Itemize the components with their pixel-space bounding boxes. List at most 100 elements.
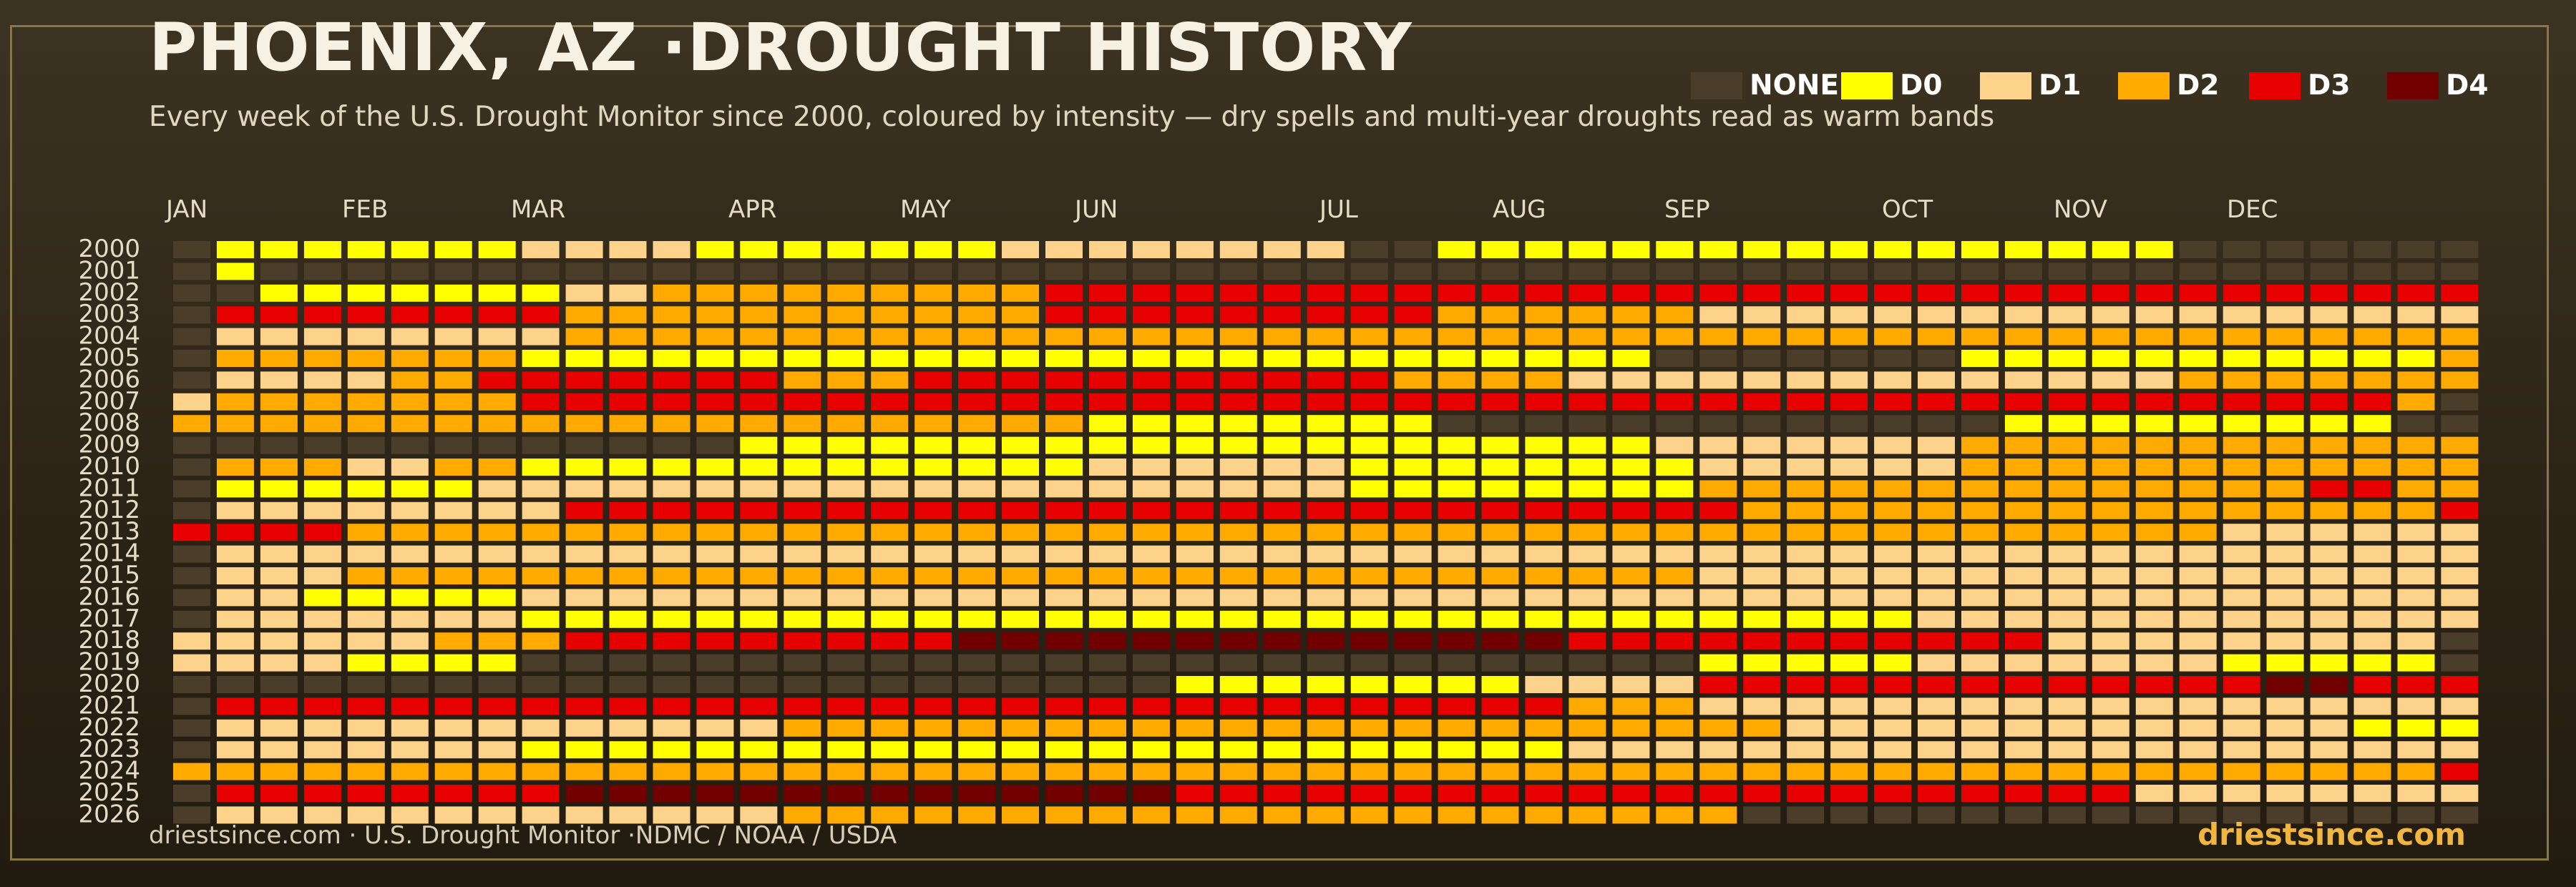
week-cell [1481, 632, 1519, 650]
week-cell [1089, 785, 1126, 802]
week-cell [1438, 763, 1475, 780]
week-cell [565, 263, 603, 280]
week-cell [1263, 328, 1301, 346]
week-cell [1394, 763, 1432, 780]
week-cell [2353, 371, 2391, 389]
week-cell [478, 436, 516, 454]
week-cell [1743, 328, 1781, 346]
week-cell [1830, 436, 1868, 454]
week-cell [1002, 545, 1039, 563]
week-cell [1263, 524, 1301, 541]
week-cell [1002, 806, 1039, 824]
week-cell [1002, 415, 1039, 433]
week-cell [434, 480, 472, 498]
week-cell [1045, 654, 1083, 672]
week-cell [1350, 459, 1388, 476]
week-cell [1002, 241, 1039, 258]
week-cell [2266, 567, 2304, 584]
week-cell [173, 393, 210, 411]
week-cell [784, 654, 821, 672]
week-cell [1350, 350, 1388, 367]
week-cell [2353, 415, 2391, 433]
week-cell [1089, 654, 1126, 672]
week-cell [303, 501, 341, 519]
week-cell [2223, 415, 2260, 433]
week-cell [2179, 328, 2217, 346]
week-cell [1525, 371, 1563, 389]
week-cell [1568, 676, 1606, 693]
week-cell [1656, 284, 1694, 302]
week-cell [1525, 263, 1563, 280]
week-cell [1874, 806, 1912, 824]
week-cell [2048, 436, 2086, 454]
week-cell [1743, 459, 1781, 476]
week-cell [2397, 371, 2435, 389]
week-cell [565, 241, 603, 258]
week-cell [478, 697, 516, 715]
chart-frame [10, 25, 2549, 861]
year-label-2016: 2016 [78, 582, 140, 611]
week-cell [1219, 785, 1257, 802]
week-cell [478, 393, 516, 411]
week-cell [1045, 763, 1083, 780]
week-cell [2310, 676, 2348, 693]
week-cell [2223, 524, 2260, 541]
week-cell [2397, 328, 2435, 346]
week-cell [434, 719, 472, 737]
week-cell [1481, 480, 1519, 498]
week-cell [1350, 589, 1388, 607]
week-cell [1045, 719, 1083, 737]
week-cell [1481, 501, 1519, 519]
week-cell [871, 501, 909, 519]
week-cell [1176, 524, 1214, 541]
week-cell [303, 480, 341, 498]
week-cell [914, 676, 952, 693]
week-cell [609, 589, 647, 607]
week-cell [1568, 263, 1606, 280]
year-label-2008: 2008 [78, 408, 140, 437]
week-cell [260, 415, 298, 433]
week-cell [478, 719, 516, 737]
week-cell [391, 371, 429, 389]
legend-swatch-d4 [2387, 72, 2439, 99]
week-cell [391, 524, 429, 541]
week-cell [260, 459, 298, 476]
week-cell [871, 306, 909, 324]
week-cell [1830, 763, 1868, 780]
week-cell [1176, 545, 1214, 563]
week-cell [1656, 524, 1694, 541]
week-cell [2179, 589, 2217, 607]
month-label-aug: AUG [1493, 195, 1546, 224]
week-cell [958, 632, 996, 650]
week-cell [653, 459, 691, 476]
week-cell [1132, 415, 1170, 433]
week-cell [1918, 263, 1955, 280]
week-cell [1481, 459, 1519, 476]
week-cell [216, 567, 254, 584]
week-cell [1394, 524, 1432, 541]
week-cell [2092, 567, 2129, 584]
week-cell [1350, 263, 1388, 280]
week-cell [784, 676, 821, 693]
week-cell [1699, 610, 1737, 628]
week-cell [216, 371, 254, 389]
week-cell [696, 350, 734, 367]
week-cell [914, 806, 952, 824]
week-cell [2092, 589, 2129, 607]
week-cell [784, 328, 821, 346]
week-cell [871, 806, 909, 824]
week-cell [2266, 501, 2304, 519]
week-cell [958, 459, 996, 476]
legend-label-d0: D0 [1900, 69, 1943, 102]
week-cell [784, 567, 821, 584]
week-cell [2048, 719, 2086, 737]
source-credit: driestsince.com · U.S. Drought Monitor ·… [149, 821, 897, 850]
week-cell [1874, 263, 1912, 280]
week-cell [303, 785, 341, 802]
week-cell [958, 654, 996, 672]
week-cell [1612, 610, 1650, 628]
week-cell [914, 654, 952, 672]
week-cell [653, 632, 691, 650]
week-cell [1132, 567, 1170, 584]
